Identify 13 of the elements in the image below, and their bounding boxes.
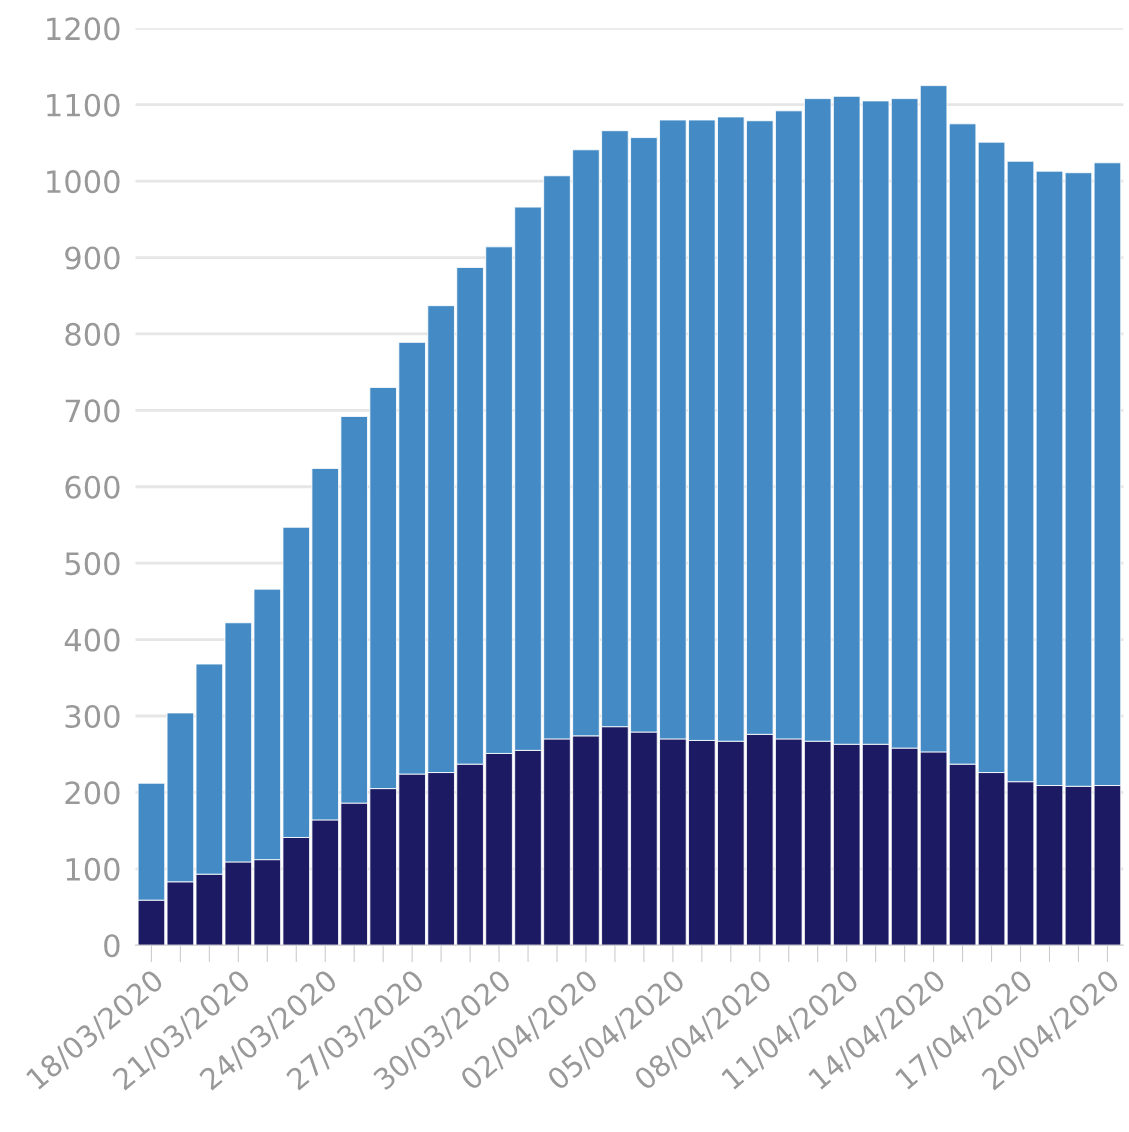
y-tick-label: 600	[65, 475, 120, 499]
y-tick-label: 900	[65, 246, 120, 270]
y-tick-label: 500	[65, 552, 120, 576]
y-tick-label: 1000	[47, 170, 120, 194]
y-tick-label: 200	[65, 781, 120, 805]
y-tick-label: 100	[66, 857, 120, 881]
y-tick-label: 1100	[47, 93, 120, 117]
y-tick-label: 400	[64, 628, 120, 652]
y-tick-label: 300	[65, 704, 120, 729]
y-tick-label: 800	[65, 322, 120, 346]
y-tick-label: 1200	[47, 17, 120, 41]
y-tick-label: 0	[104, 934, 120, 958]
y-tick-label: 700	[65, 399, 120, 423]
